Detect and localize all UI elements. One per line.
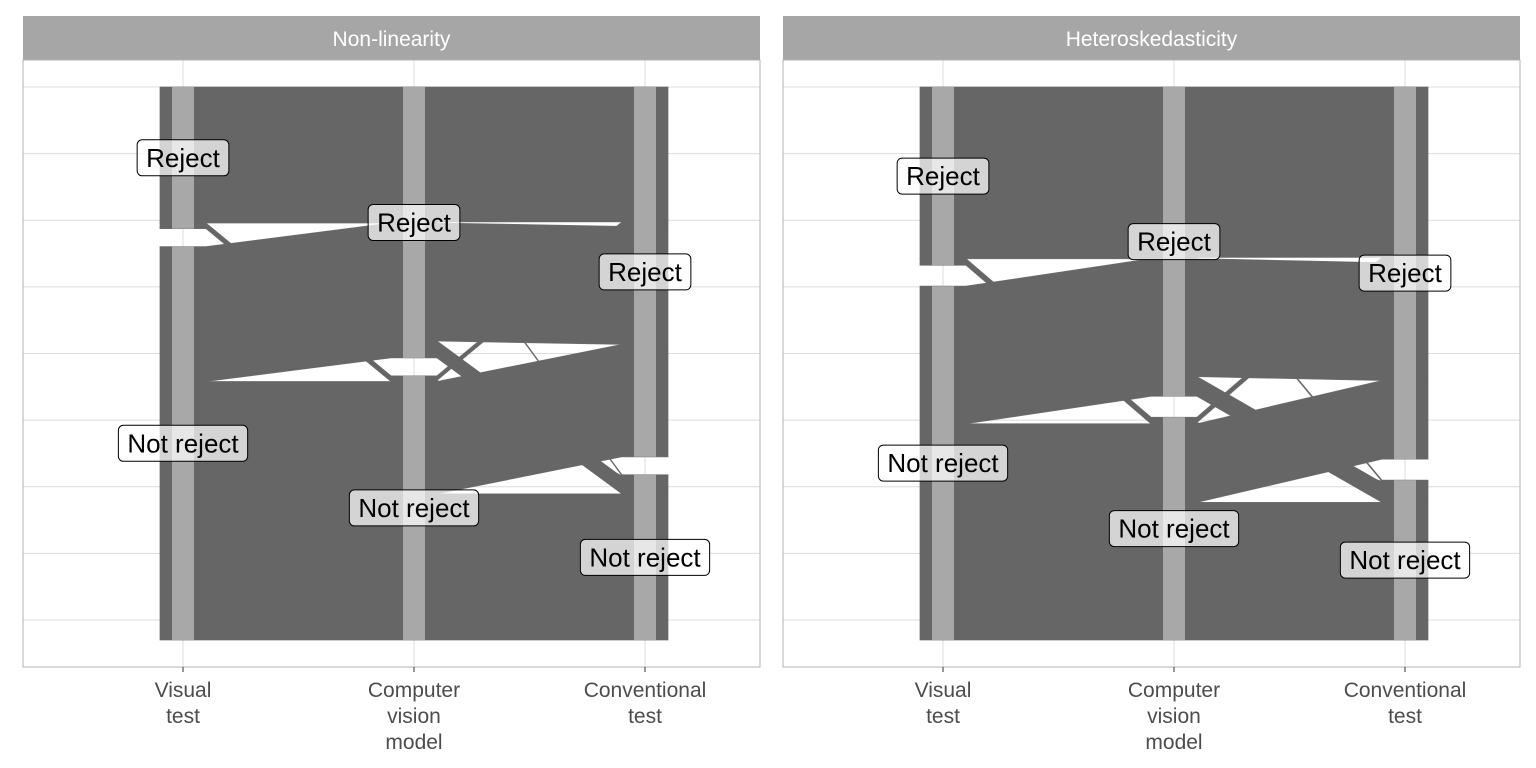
node-label-text: Not reject — [1349, 545, 1461, 575]
node-label-box — [348, 489, 480, 527]
node-label: Reject — [367, 203, 461, 241]
node-label: Not reject — [117, 424, 249, 462]
x-axis-ticks: Visual test Computer vision model Conventiona… — [155, 667, 707, 754]
node-label: Reject — [1358, 254, 1452, 292]
node-label-group: Reject Not reject Reject Not reject Reject No… — [117, 139, 711, 576]
x-tick-label: Computer vision model — [368, 679, 460, 754]
node-label: Reject — [896, 157, 990, 195]
x-tick-label: Visual test — [155, 679, 212, 728]
node-label-box — [877, 444, 1009, 482]
panel-title: Heteroskedasticity — [1066, 28, 1238, 51]
node-label-text: Not reject — [127, 428, 239, 458]
node-label-box — [1358, 254, 1452, 292]
node-label-box — [896, 157, 990, 195]
x-tick-label: Visual test — [915, 679, 972, 728]
x-axis-ticks: Visual test Computer vision model Conventiona… — [915, 667, 1467, 754]
x-tick-label: Conventional test — [1344, 679, 1467, 728]
node-label: Not reject — [579, 538, 711, 576]
node-label: Not reject — [1108, 510, 1240, 548]
node-label: Reject — [136, 139, 230, 177]
node-label-text: Not reject — [887, 448, 999, 478]
node-label-text: Reject — [146, 143, 220, 173]
node-label-box — [367, 203, 461, 241]
panel-border — [782, 59, 1521, 668]
node-label-text: Reject — [608, 257, 682, 287]
node-label-text: Not reject — [358, 493, 470, 523]
node-label-box — [1108, 510, 1240, 548]
node-label-box — [1127, 223, 1221, 261]
x-tick-label: Computer vision model — [1128, 679, 1220, 754]
node-label: Reject — [1127, 223, 1221, 261]
node-label-box — [598, 253, 692, 291]
panel-non-linearity: Non-linearity Reject Not reject Reject Not … — [22, 16, 761, 754]
panel-strip — [783, 16, 1520, 60]
node-label: Not reject — [1339, 541, 1471, 579]
node-label-box — [117, 424, 249, 462]
node-label-text: Reject — [1137, 227, 1211, 257]
panel-title: Non-linearity — [333, 28, 451, 51]
node-label-text: Not reject — [1118, 514, 1230, 544]
node-label: Reject — [598, 253, 692, 291]
node-label-text: Not reject — [589, 542, 701, 572]
node-label-box — [1339, 541, 1471, 579]
node-label-text: Reject — [906, 161, 980, 191]
panel-strip — [23, 16, 760, 60]
panel-border — [22, 59, 761, 668]
node-label: Not reject — [877, 444, 1009, 482]
node-label-box — [579, 538, 711, 576]
node-label-box — [136, 139, 230, 177]
node-label-text: Reject — [377, 207, 451, 237]
node-label: Not reject — [348, 489, 480, 527]
node-label-text: Reject — [1368, 258, 1442, 288]
node-label-group: Reject Not reject Reject Not reject Reject No… — [877, 157, 1471, 579]
x-tick-label: Conventional test — [584, 679, 707, 728]
